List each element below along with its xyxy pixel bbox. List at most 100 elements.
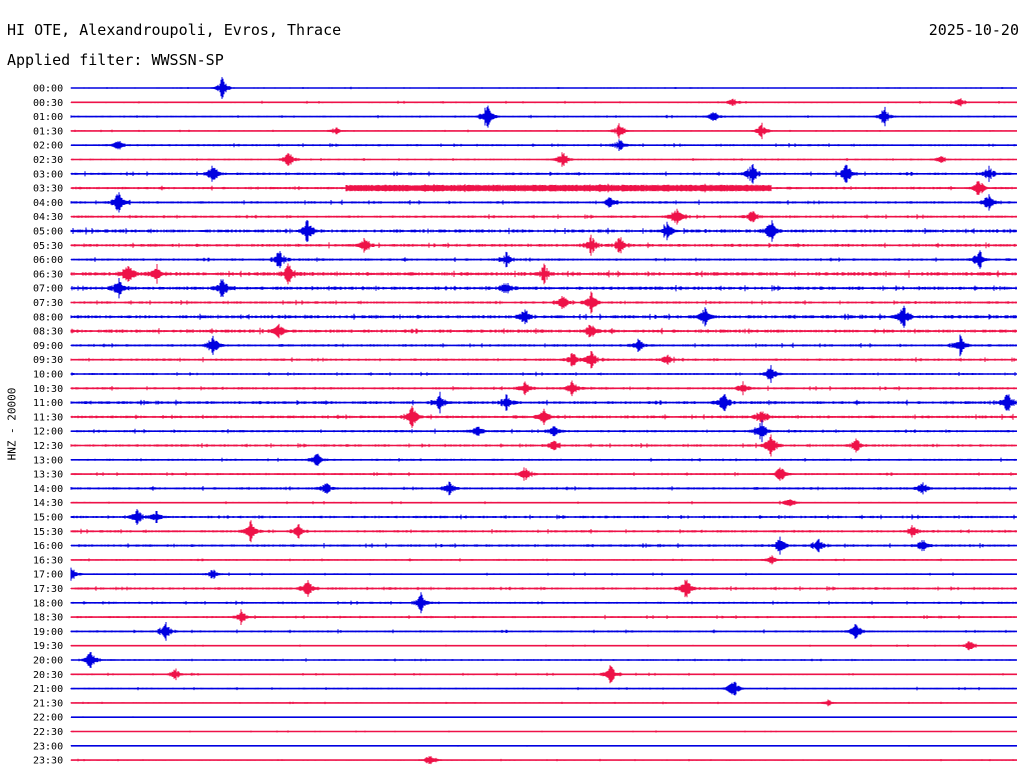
trace-waveform: [70, 208, 1017, 225]
trace-waveform: [70, 609, 1017, 625]
trace-waveform: [70, 105, 1017, 128]
trace-waveform: [70, 520, 1017, 543]
time-tick-label: 06:00: [33, 255, 63, 266]
time-tick-label: 03:30: [33, 184, 63, 195]
trace-waveform: [70, 192, 1017, 213]
date-label: 2025-10-20: [928, 21, 1019, 39]
time-tick-label: 14:00: [33, 484, 63, 495]
time-tick-label: 15:30: [33, 527, 63, 538]
trace-waveform: [70, 220, 1017, 242]
time-tick-label: 06:30: [33, 269, 63, 280]
time-tick-label: 02:00: [33, 141, 63, 152]
time-tick-label: 15:00: [33, 513, 63, 524]
trace-waveform: [70, 756, 1017, 765]
trace-waveform: [70, 745, 1017, 747]
trace-waveform: [70, 122, 1017, 140]
time-tick-label: 19:30: [33, 641, 63, 652]
time-tick-label: 18:00: [33, 598, 63, 609]
time-tick-label: 21:00: [33, 684, 63, 695]
time-tick-label: 23:00: [33, 741, 63, 752]
trace-waveform: [70, 481, 1017, 496]
time-tick-label: 17:30: [33, 584, 63, 595]
trace-waveform: [70, 420, 1017, 443]
time-tick-label: 12:30: [33, 441, 63, 452]
time-tick-label: 11:30: [33, 412, 63, 423]
time-tick-label: 23:30: [33, 756, 63, 767]
time-tick-label: 00:30: [33, 98, 63, 109]
time-tick-label: 16:30: [33, 555, 63, 566]
time-tick-label: 21:30: [33, 698, 63, 709]
time-tick-label: 14:30: [33, 498, 63, 509]
trace-waveform: [70, 323, 1017, 339]
trace-waveform: [70, 509, 1017, 525]
time-tick-label: 20:00: [33, 656, 63, 667]
time-tick-label: 18:30: [33, 613, 63, 624]
trace-waveform: [70, 716, 1017, 718]
trace-waveform: [70, 665, 1017, 684]
time-tick-label: 05:30: [33, 241, 63, 252]
trace-waveform: [70, 405, 1017, 428]
trace-waveform: [70, 291, 1017, 314]
trace-waveform: [70, 365, 1017, 383]
trace-waveform: [70, 139, 1017, 151]
time-tick-label: 08:30: [33, 327, 63, 338]
trace-waveform: [70, 652, 1017, 668]
trace-waveform: [70, 234, 1017, 256]
trace-waveform: [70, 453, 1017, 466]
station-title: HI OTE, Alexandroupoli, Evros, Thrace: [7, 21, 342, 39]
trace-waveform: [70, 278, 1017, 299]
trace-waveform: [70, 351, 1017, 369]
trace-waveform: [70, 536, 1017, 555]
time-tick-label: 09:30: [33, 355, 63, 366]
trace-waveform: [70, 305, 1017, 328]
time-tick-label: 13:30: [33, 470, 63, 481]
time-tick-label: 03:00: [33, 169, 63, 180]
time-tick-label: 12:00: [33, 427, 63, 438]
time-tick-label: 11:00: [33, 398, 63, 409]
time-tick-label: 04:00: [33, 198, 63, 209]
time-tick-label: 02:30: [33, 155, 63, 166]
trace-waveform: [70, 380, 1017, 397]
trace-waveform: [70, 181, 1017, 195]
time-tick-label: 10:00: [33, 370, 63, 381]
time-tick-label: 04:30: [33, 212, 63, 223]
trace-waveform: [70, 499, 1017, 507]
trace-waveform: [70, 567, 1017, 581]
time-tick-label: 09:00: [33, 341, 63, 352]
trace-waveform: [70, 730, 1017, 733]
trace-waveform: [70, 467, 1017, 481]
filter-label: Applied filter: WWSSN-SP: [7, 51, 224, 69]
trace-waveform: [70, 622, 1017, 641]
trace-waveform: [70, 579, 1017, 598]
trace-waveform: [70, 555, 1017, 565]
trace-waveform: [70, 250, 1017, 269]
trace-waveform: [70, 391, 1017, 414]
time-tick-label: 07:00: [33, 284, 63, 295]
time-tick-label: 01:00: [33, 112, 63, 123]
time-tick-label: 22:30: [33, 727, 63, 738]
trace-waveform: [70, 77, 1017, 99]
trace-waveform: [70, 699, 1017, 707]
time-tick-label: 20:30: [33, 670, 63, 681]
time-tick-label: 07:30: [33, 298, 63, 309]
trace-waveform: [70, 334, 1017, 357]
time-tick-label: 08:00: [33, 312, 63, 323]
time-tick-label: 01:30: [33, 126, 63, 137]
trace-waveform: [70, 641, 1017, 651]
trace-waveform: [70, 592, 1017, 614]
time-tick-label: 17:00: [33, 570, 63, 581]
trace-waveform: [70, 164, 1017, 184]
trace-waveform: [70, 263, 1017, 285]
trace-waveform: [70, 98, 1017, 107]
trace-waveform: [70, 681, 1017, 696]
time-tick-label: 19:00: [33, 627, 63, 638]
time-tick-label: 16:00: [33, 541, 63, 552]
trace-waveform: [70, 152, 1017, 167]
time-tick-label: 10:30: [33, 384, 63, 395]
time-tick-label: 13:00: [33, 455, 63, 466]
trace-waveform: [70, 434, 1017, 457]
time-tick-label: 22:00: [33, 713, 63, 724]
time-tick-label: 05:00: [33, 227, 63, 238]
time-tick-label: 00:00: [33, 84, 63, 95]
